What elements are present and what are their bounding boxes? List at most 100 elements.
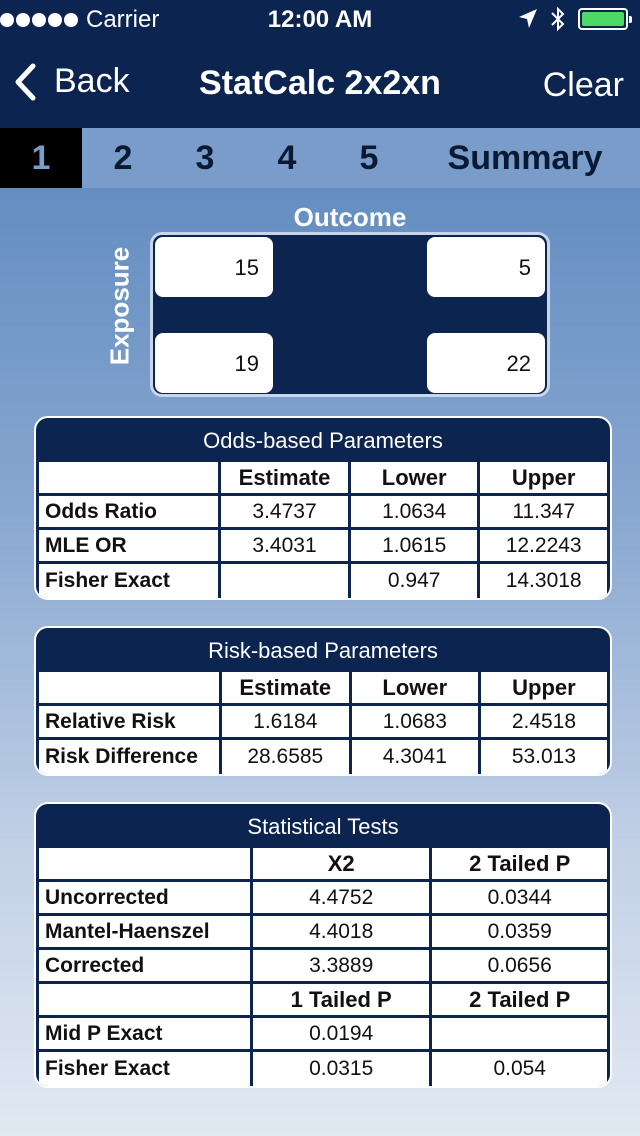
cell-b-input[interactable]: 5 [427, 237, 545, 297]
exposure-label: Exposure [104, 246, 135, 366]
cell-a-input[interactable]: 15 [155, 237, 273, 297]
back-button[interactable]: Back [14, 62, 130, 101]
contingency-table-input: 15 5 19 22 [150, 232, 550, 397]
table-cell [432, 1018, 607, 1052]
table-header: 2 Tailed P [432, 848, 607, 882]
signal-strength-icon [0, 13, 78, 27]
table-header: Upper [480, 672, 607, 706]
outcome-label: Outcome [293, 202, 407, 232]
cell-c-input[interactable]: 19 [155, 333, 273, 393]
bluetooth-icon [551, 6, 565, 32]
table-cell: 0.0315 [252, 1052, 430, 1086]
status-bar: Carrier 12:00 AM [0, 0, 640, 40]
table-header: 1 Tailed P [252, 984, 430, 1018]
table-cell: 3.3889 [252, 950, 430, 984]
row-label: Risk Difference [39, 740, 219, 774]
odds-table: Estimate Lower Upper Odds Ratio 3.4737 1… [36, 462, 610, 598]
table-cell: 3.4031 [221, 530, 349, 564]
table-row: Uncorrected 4.4752 0.0344 [39, 882, 607, 916]
table-header [39, 848, 250, 882]
odds-panel: Odds-based Parameters Estimate Lower Upp… [34, 416, 612, 600]
tests-panel: Statistical Tests X2 2 Tailed P Uncorrec… [34, 802, 612, 1088]
table-header: Upper [480, 462, 607, 496]
table-cell: 0.947 [351, 564, 478, 598]
table-header: 2 Tailed P [432, 984, 607, 1018]
table-row: Risk Difference 28.6585 4.3041 53.013 [39, 740, 607, 774]
back-label: Back [54, 62, 130, 100]
odds-panel-title: Odds-based Parameters [203, 428, 443, 453]
location-arrow-icon [519, 9, 537, 28]
status-time: 12:00 AM [267, 6, 373, 33]
table-header-row: Estimate Lower Upper [39, 672, 607, 706]
row-label: Odds Ratio [39, 496, 218, 530]
table-cell: 1.6184 [221, 706, 349, 740]
tab-5[interactable]: 5 [359, 138, 379, 177]
table-cell: 4.3041 [351, 740, 478, 774]
table-cell: 1.0634 [351, 496, 478, 530]
carrier-name: Carrier [86, 6, 160, 33]
table-header: Estimate [221, 462, 349, 496]
table-row: Mantel-Haenszel 4.4018 0.0359 [39, 916, 607, 950]
table-cell: 0.054 [432, 1052, 607, 1086]
table-header [39, 462, 218, 496]
row-label: MLE OR [39, 530, 218, 564]
table-header-row: 1 Tailed P 2 Tailed P [39, 984, 607, 1018]
table-cell: 0.0656 [432, 950, 607, 984]
table-cell: 11.347 [480, 496, 607, 530]
row-label: Fisher Exact [39, 564, 218, 598]
row-label: Mid P Exact [39, 1018, 250, 1052]
table-cell: 14.3018 [480, 564, 607, 598]
table-cell: 0.0344 [432, 882, 607, 916]
tab-3[interactable]: 3 [195, 138, 215, 177]
table-cell: 3.4737 [221, 496, 349, 530]
table-cell: 2.4518 [480, 706, 607, 740]
table-cell [221, 564, 349, 598]
table-cell: 53.013 [480, 740, 607, 774]
table-header-row: X2 2 Tailed P [39, 848, 607, 882]
table-header: Lower [351, 462, 478, 496]
chevron-left-icon [15, 63, 36, 100]
table-header-row: Estimate Lower Upper [39, 462, 607, 496]
risk-panel: Risk-based Parameters Estimate Lower Upp… [34, 626, 612, 776]
row-label: Corrected [39, 950, 250, 984]
tab-1[interactable]: 1 [0, 128, 82, 188]
table-header: Lower [351, 672, 478, 706]
table-header [39, 672, 219, 706]
tests-table: X2 2 Tailed P Uncorrected 4.4752 0.0344 … [36, 848, 610, 1086]
table-row: Fisher Exact 0.0315 0.054 [39, 1052, 607, 1086]
clear-button[interactable]: Clear [542, 66, 624, 104]
risk-panel-title: Risk-based Parameters [208, 638, 438, 663]
table-row: MLE OR 3.4031 1.0615 12.2243 [39, 530, 607, 564]
table-row: Corrected 3.3889 0.0656 [39, 950, 607, 984]
table-cell: 0.0194 [252, 1018, 430, 1052]
table-cell: 28.6585 [221, 740, 349, 774]
table-row: Fisher Exact 0.947 14.3018 [39, 564, 607, 598]
page-title: StatCalc 2x2xn [199, 64, 441, 102]
table-cell: 4.4018 [252, 916, 430, 950]
tab-summary[interactable]: Summary [447, 138, 603, 177]
status-right [518, 6, 632, 32]
tab-4[interactable]: 4 [277, 138, 297, 177]
risk-table: Estimate Lower Upper Relative Risk 1.618… [36, 672, 610, 774]
table-cell: 1.0683 [351, 706, 478, 740]
table-row: Odds Ratio 3.4737 1.0634 11.347 [39, 496, 607, 530]
table-cell: 4.4752 [252, 882, 430, 916]
table-row: Mid P Exact 0.0194 [39, 1018, 607, 1052]
carrier-indicator: Carrier [0, 6, 159, 34]
table-header: X2 [252, 848, 430, 882]
cell-d-input[interactable]: 22 [427, 333, 545, 393]
tab-2[interactable]: 2 [113, 138, 133, 177]
table-header: Estimate [221, 672, 349, 706]
table-header [39, 984, 250, 1018]
table-cell: 12.2243 [480, 530, 607, 564]
battery-icon [578, 8, 632, 30]
nav-bar: Back StatCalc 2x2xn Clear [0, 40, 640, 128]
tests-panel-title: Statistical Tests [247, 814, 399, 839]
table-row: Relative Risk 1.6184 1.0683 2.4518 [39, 706, 607, 740]
top-bar: Carrier 12:00 AM Back StatCalc 2x2xn Cle… [0, 0, 640, 128]
table-cell: 0.0359 [432, 916, 607, 950]
row-label: Fisher Exact [39, 1052, 250, 1086]
row-label: Mantel-Haenszel [39, 916, 250, 950]
row-label: Relative Risk [39, 706, 219, 740]
table-cell: 1.0615 [351, 530, 478, 564]
